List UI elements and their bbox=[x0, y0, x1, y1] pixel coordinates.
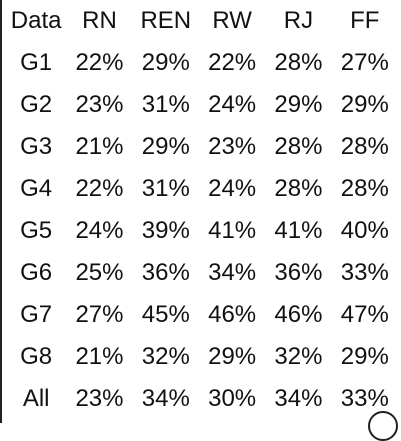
row-label: G8 bbox=[20, 343, 53, 370]
table-cell: 24% bbox=[208, 175, 257, 202]
table-row: G6 25% 36% 34% 36% 33% bbox=[6, 252, 398, 294]
table-cell: 33% bbox=[340, 259, 389, 286]
table-cell: 29% bbox=[340, 343, 389, 370]
header-rw: RW bbox=[212, 7, 252, 34]
table-cell: 29% bbox=[141, 133, 190, 160]
table-cell: 22% bbox=[75, 175, 124, 202]
table-cell: 22% bbox=[75, 49, 124, 76]
table-cell: 25% bbox=[75, 259, 124, 286]
table-cell: 28% bbox=[340, 133, 389, 160]
row-label: G5 bbox=[20, 217, 53, 244]
table-row: G5 24% 39% 41% 41% 40% bbox=[6, 210, 398, 252]
table-row: G1 22% 29% 22% 28% 27% bbox=[6, 42, 398, 84]
left-border-line bbox=[0, 0, 2, 423]
table-cell: 40% bbox=[340, 217, 389, 244]
row-label: G6 bbox=[20, 259, 53, 286]
row-label: G3 bbox=[20, 133, 53, 160]
data-table: Data RN REN RW RJ FF G1 22% 29% 22% 28% 27% G2… bbox=[6, 0, 398, 420]
table-cell: 23% bbox=[75, 385, 124, 412]
header-rj: RJ bbox=[283, 7, 314, 34]
table-cell: 46% bbox=[208, 301, 257, 328]
table-row: G3 21% 29% 23% 28% 28% bbox=[6, 126, 398, 168]
table-cell: 29% bbox=[340, 91, 389, 118]
table-cell: 27% bbox=[340, 49, 389, 76]
row-label: G4 bbox=[20, 175, 53, 202]
table-cell: 33% bbox=[340, 385, 389, 412]
table-cell: 21% bbox=[75, 343, 124, 370]
table-cell: 41% bbox=[208, 217, 257, 244]
table-cell: 29% bbox=[274, 91, 323, 118]
table-cell: 23% bbox=[208, 133, 257, 160]
table-cell: 34% bbox=[141, 385, 190, 412]
row-label: G1 bbox=[20, 49, 53, 76]
table-cell: 24% bbox=[75, 217, 124, 244]
table-cell: 46% bbox=[274, 301, 323, 328]
corner-circle-mark bbox=[368, 411, 398, 441]
table-cell: 30% bbox=[208, 385, 257, 412]
table-cell: 32% bbox=[141, 343, 190, 370]
table-cell: 29% bbox=[208, 343, 257, 370]
table-cell: 28% bbox=[274, 49, 323, 76]
row-label: All bbox=[22, 385, 50, 412]
row-label: G7 bbox=[20, 301, 53, 328]
table-cell: 39% bbox=[141, 217, 190, 244]
table-body: G1 22% 29% 22% 28% 27% G2 23% 31% 24% 29% 29% G3 21% 2… bbox=[6, 42, 398, 420]
table-row: G4 22% 31% 24% 28% 28% bbox=[6, 168, 398, 210]
table-cell: 23% bbox=[75, 91, 124, 118]
table-cell: 22% bbox=[208, 49, 257, 76]
header-data-label: Data bbox=[10, 7, 62, 34]
table-cell: 36% bbox=[141, 259, 190, 286]
table-cell: 45% bbox=[141, 301, 190, 328]
table-row: G7 27% 45% 46% 46% 47% bbox=[6, 294, 398, 336]
table-cell: 41% bbox=[274, 217, 323, 244]
header-ren: REN bbox=[140, 7, 192, 34]
header-rn: RN bbox=[82, 7, 117, 34]
table-cell: 28% bbox=[340, 175, 389, 202]
table-row: G8 21% 32% 29% 32% 29% bbox=[6, 336, 398, 378]
table-cell: 47% bbox=[340, 301, 389, 328]
table-cell: 29% bbox=[141, 49, 190, 76]
table-cell: 31% bbox=[141, 91, 190, 118]
header-row: Data RN REN RW RJ FF bbox=[6, 0, 398, 42]
table-cell: 28% bbox=[274, 175, 323, 202]
table-cell: 24% bbox=[208, 91, 257, 118]
header-ff: FF bbox=[350, 7, 380, 34]
table-row: G2 23% 31% 24% 29% 29% bbox=[6, 84, 398, 126]
table-cell: 27% bbox=[75, 301, 124, 328]
table-cell: 28% bbox=[274, 133, 323, 160]
table-cell: 31% bbox=[141, 175, 190, 202]
table-cell: 36% bbox=[274, 259, 323, 286]
row-label: G2 bbox=[20, 91, 53, 118]
table-cell: 32% bbox=[274, 343, 323, 370]
table-row: All 23% 34% 30% 34% 33% bbox=[6, 378, 398, 420]
table-cell: 21% bbox=[75, 133, 124, 160]
table-cell: 34% bbox=[208, 259, 257, 286]
table-cell: 34% bbox=[274, 385, 323, 412]
